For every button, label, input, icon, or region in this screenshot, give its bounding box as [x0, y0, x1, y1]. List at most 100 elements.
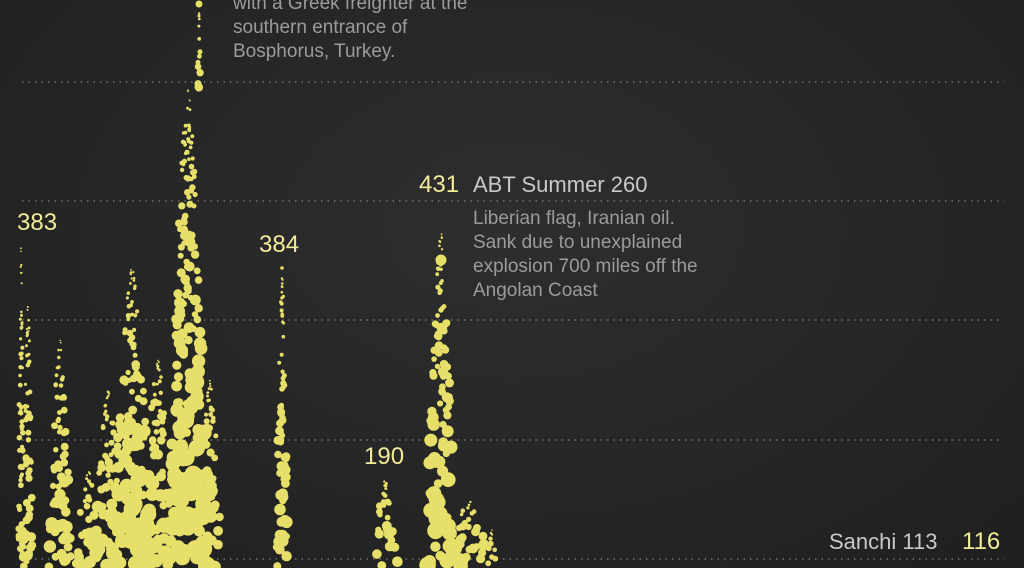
dot-mark-35: [20, 247, 22, 250]
dot-mark-866: [382, 493, 388, 498]
dot-mark-610: [181, 277, 190, 286]
dot-mark-1023: [435, 254, 447, 266]
dot-mark-353: [132, 271, 135, 274]
dot-mark-163: [57, 424, 63, 431]
dot-mark-397: [126, 496, 143, 513]
dot-mark-56: [19, 447, 26, 454]
dot-mark-1008: [458, 533, 467, 542]
dot-mark-107: [21, 537, 28, 544]
dot-mark-255: [98, 460, 105, 467]
dot-mark-383: [111, 486, 127, 502]
dot-mark-280: [105, 537, 113, 546]
dot-mark-1003: [478, 531, 488, 541]
dot-mark-384: [135, 309, 140, 314]
dot-mark-112: [24, 551, 33, 561]
dot-mark-173: [51, 422, 58, 430]
dot-mark-1022: [489, 531, 493, 535]
dot-mark-142: [59, 339, 61, 342]
dot-mark-19: [19, 337, 23, 341]
dot-mark-216: [87, 479, 91, 484]
dot-mark-346: [140, 387, 147, 395]
dot-mark-45: [19, 474, 23, 479]
dot-mark-694: [197, 49, 203, 55]
dot-mark-274: [107, 478, 114, 485]
dot-mark-674: [187, 128, 192, 133]
dot-mark-833: [276, 517, 287, 527]
dot-mark-934: [431, 356, 437, 362]
dot-mark-455: [158, 413, 167, 422]
dot-mark-262: [110, 420, 116, 426]
dot-mark-706: [194, 63, 202, 70]
dot-mark-968: [443, 319, 451, 327]
dot-mark-602: [191, 311, 199, 318]
dot-mark-175: [50, 527, 60, 537]
dot-mark-750: [209, 385, 212, 388]
dot-mark-506: [175, 219, 183, 228]
count-label-190: 190: [364, 443, 404, 470]
annotation-top: with a Greek freighter at the southern e…: [232, 0, 467, 62]
annotation-abt-line-1: Liberian flag, Iranian oil.: [473, 208, 675, 229]
dot-mark-461: [157, 361, 160, 363]
dot-mark-176: [56, 366, 60, 370]
dot-mark-200: [82, 498, 88, 504]
dot-mark-70: [26, 308, 29, 311]
dot-mark-693: [184, 149, 190, 155]
count-label-431: 431: [419, 171, 459, 198]
dot-mark-723: [208, 379, 211, 382]
dot-mark-834: [282, 455, 290, 463]
dot-mark-678: [169, 474, 179, 485]
dot-mark-392: [114, 556, 127, 568]
dot-mark-637: [183, 175, 189, 181]
dot-mark-360: [133, 313, 138, 318]
dot-mark-406: [129, 272, 132, 275]
dot-mark-846: [383, 480, 386, 483]
dot-mark-758: [213, 433, 219, 439]
dot-mark-649: [184, 261, 195, 272]
dot-mark-541: [186, 194, 192, 200]
dot-mark-766: [202, 441, 210, 449]
dot-mark-31: [16, 434, 23, 441]
dot-mark-94: [27, 389, 33, 395]
dot-mark-44: [20, 263, 23, 266]
dot-mark-485: [142, 470, 155, 482]
dot-mark-689: [174, 305, 186, 317]
dot-mark-969: [444, 440, 458, 454]
dot-mark-400: [142, 503, 156, 518]
dot-mark-703: [197, 14, 201, 18]
dot-mark-958: [427, 418, 440, 431]
dot-mark-1001: [473, 524, 481, 532]
dot-mark-42: [19, 426, 24, 431]
dot-mark-1006: [468, 543, 478, 554]
dot-mark-831: [280, 375, 286, 381]
dot-mark-249: [108, 439, 115, 446]
dot-mark-9: [20, 430, 26, 436]
dot-mark-266: [106, 390, 109, 393]
dot-mark-1: [20, 313, 23, 317]
dot-mark-957: [431, 320, 439, 328]
dot-mark-756: [207, 398, 211, 402]
dot-mark-981: [438, 388, 447, 396]
dot-mark-110: [24, 513, 33, 522]
dot-mark-965: [440, 518, 456, 534]
dot-mark-843: [372, 549, 382, 559]
dot-mark-55: [20, 345, 25, 350]
dot-mark-83: [23, 382, 28, 386]
count-label-383: 383: [17, 209, 57, 236]
dot-mark-774: [274, 450, 282, 459]
dot-mark-382: [128, 303, 133, 308]
dot-mark-976: [434, 332, 443, 341]
dot-mark-3: [19, 419, 25, 425]
dot-mark-521: [186, 106, 189, 110]
dot-mark-948: [440, 327, 448, 335]
dot-mark-972: [437, 288, 443, 294]
dot-mark-745: [204, 423, 211, 429]
dot-mark-369: [141, 417, 150, 426]
dot-mark-452: [138, 556, 154, 568]
dot-mark-90: [25, 474, 33, 482]
dot-mark-687: [181, 131, 186, 135]
dot-mark-931: [419, 556, 436, 568]
dot-mark-803: [281, 551, 292, 562]
dot-mark-647: [178, 349, 189, 359]
dot-mark-456: [157, 379, 162, 384]
